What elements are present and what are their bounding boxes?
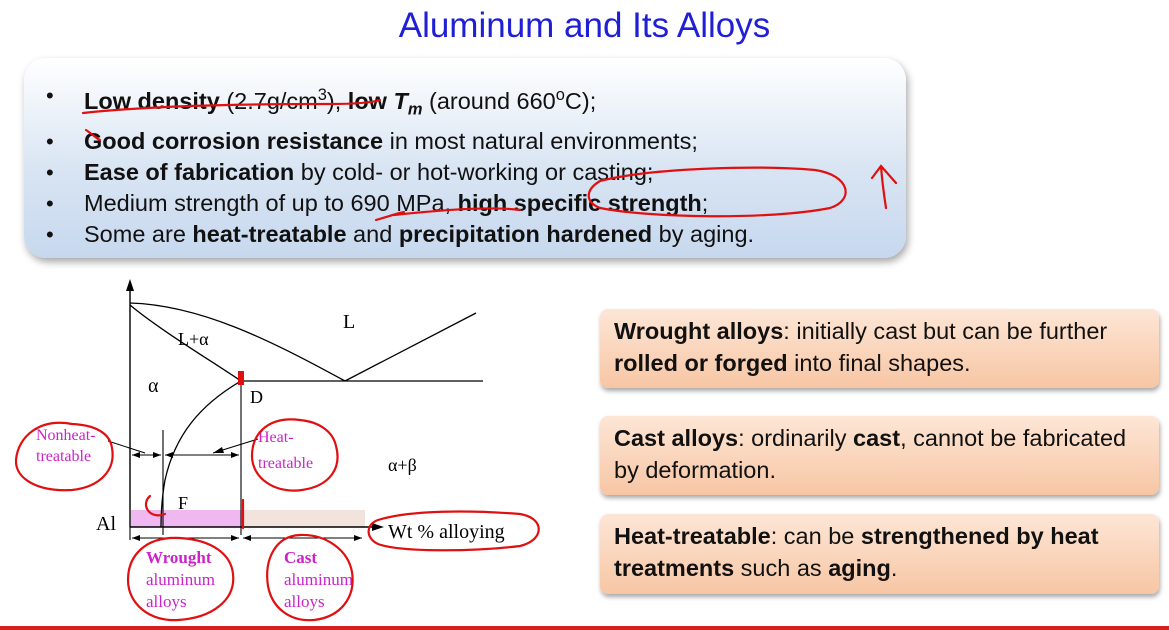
- heat-treatable-box: Heat-treatable: can be strengthened by h…: [600, 514, 1159, 594]
- text-segment: aging: [828, 555, 891, 581]
- bullet-strength: Medium strength of up to 690 MPa, high s…: [46, 188, 906, 219]
- liquidus-left: [129, 302, 346, 382]
- label-cast-1: Cast: [284, 548, 317, 567]
- y-axis-arrow: [126, 279, 134, 291]
- label-D: D: [250, 387, 263, 407]
- text-segment: 3: [317, 86, 327, 104]
- text-segment: o: [555, 86, 565, 104]
- text-segment: (2.7g/cm: [219, 87, 318, 114]
- text-segment: strengthened by heat treatments: [614, 523, 1099, 581]
- text-segment: Heat-treatable: [614, 523, 771, 549]
- arrowhead: [132, 535, 140, 541]
- arrowhead: [243, 535, 251, 541]
- label-alpha: α: [148, 375, 159, 397]
- arrowhead: [165, 452, 173, 458]
- text-segment: precipitation hardened: [398, 220, 653, 247]
- label-alpha-beta: α+β: [388, 455, 417, 475]
- text-segment: .: [890, 555, 898, 581]
- arrowhead: [231, 535, 239, 541]
- label-heat-2: treatable: [258, 455, 313, 472]
- bullet-density: Low density (2.7g/cm3), low Tm (around 6…: [46, 80, 906, 126]
- text-segment: in most natural environments;: [383, 127, 698, 154]
- properties-panel: Low density (2.7g/cm3), low Tm (around 6…: [24, 58, 906, 258]
- text-segment: cast: [853, 425, 901, 451]
- text-segment: Ease of fabrication: [84, 158, 295, 185]
- x-axis-arrow: [372, 523, 384, 531]
- label-wrought-3: alloys: [146, 592, 187, 611]
- label-nonheat-1: Nonheat-: [36, 427, 96, 444]
- arrowhead: [354, 535, 362, 541]
- label-wrought-1: Wrought: [146, 548, 212, 567]
- text-segment: low: [347, 87, 394, 114]
- text-segment: Good corrosion resistance: [84, 127, 384, 154]
- text-segment: m: [407, 100, 423, 119]
- bullet-corrosion: Good corrosion resistance in most natura…: [46, 126, 906, 157]
- label-heat-1: Heat-: [258, 429, 294, 446]
- solidus: [129, 304, 242, 382]
- wrought-alloys-box: Wrought alloys: initially cast but can b…: [600, 309, 1159, 388]
- text-segment: Medium strength of up to 690 MPa,: [84, 189, 458, 216]
- text-segment: rolled or forged: [614, 350, 788, 376]
- properties-list: Low density (2.7g/cm3), low Tm (around 6…: [46, 80, 906, 250]
- nonheat-pointer: [107, 440, 146, 454]
- label-F: F: [178, 493, 188, 513]
- bullet-fabrication: Ease of fabrication by cold- or hot-work…: [46, 157, 906, 188]
- label-nonheat-2: treatable: [36, 448, 91, 465]
- label-L: L: [343, 311, 355, 333]
- arrowhead: [132, 452, 140, 458]
- slide-title: Aluminum and Its Alloys: [398, 6, 771, 45]
- text-segment: high specific strength: [457, 189, 702, 216]
- text-segment: and: [346, 220, 399, 247]
- cast-alloys-box: Cast alloys: ordinarily cast, cannot be …: [600, 416, 1159, 495]
- text-segment: , cannot be fabricated by deformation.: [614, 425, 1127, 483]
- label-wrought-2: aluminum: [146, 570, 215, 589]
- text-segment: : can be: [770, 523, 861, 549]
- text-segment: (around 660: [422, 87, 556, 114]
- label-L-alpha: L+α: [178, 329, 209, 349]
- label-cast-3: alloys: [284, 592, 325, 611]
- label-axis: Wt % alloying: [388, 521, 505, 543]
- text-segment: ;: [701, 189, 709, 216]
- label-Al: Al: [96, 513, 116, 535]
- text-segment: ),: [326, 87, 348, 114]
- text-segment: into final shapes.: [787, 350, 971, 376]
- cast-region: [241, 510, 365, 527]
- text-segment: Low density: [84, 87, 220, 114]
- arrowhead: [231, 452, 239, 458]
- text-segment: Cast alloys: [614, 425, 739, 451]
- arrowhead: [153, 452, 161, 458]
- label-cast-2: aluminum: [284, 570, 353, 589]
- text-segment: Some are: [84, 220, 193, 247]
- text-segment: C);: [564, 87, 597, 114]
- arrowhead: [213, 447, 224, 453]
- slide-bottom-line: [0, 626, 1169, 630]
- text-segment: : ordinarily: [738, 425, 854, 451]
- text-segment: by cold- or hot-working or casting;: [294, 158, 654, 185]
- liquidus-right: [344, 312, 477, 382]
- text-segment: T: [393, 87, 408, 114]
- phase-diagram: L L+α α D F α+β Al Wt % alloying Nonheat…: [36, 279, 505, 611]
- text-segment: Wrought alloys: [614, 318, 784, 344]
- text-segment: : initially cast but can be further: [783, 318, 1108, 344]
- bullet-heat-treatable: Some are heat-treatable and precipitatio…: [46, 219, 906, 250]
- text-segment: heat-treatable: [192, 220, 347, 247]
- text-segment: by aging.: [652, 220, 755, 247]
- text-segment: such as: [734, 555, 829, 581]
